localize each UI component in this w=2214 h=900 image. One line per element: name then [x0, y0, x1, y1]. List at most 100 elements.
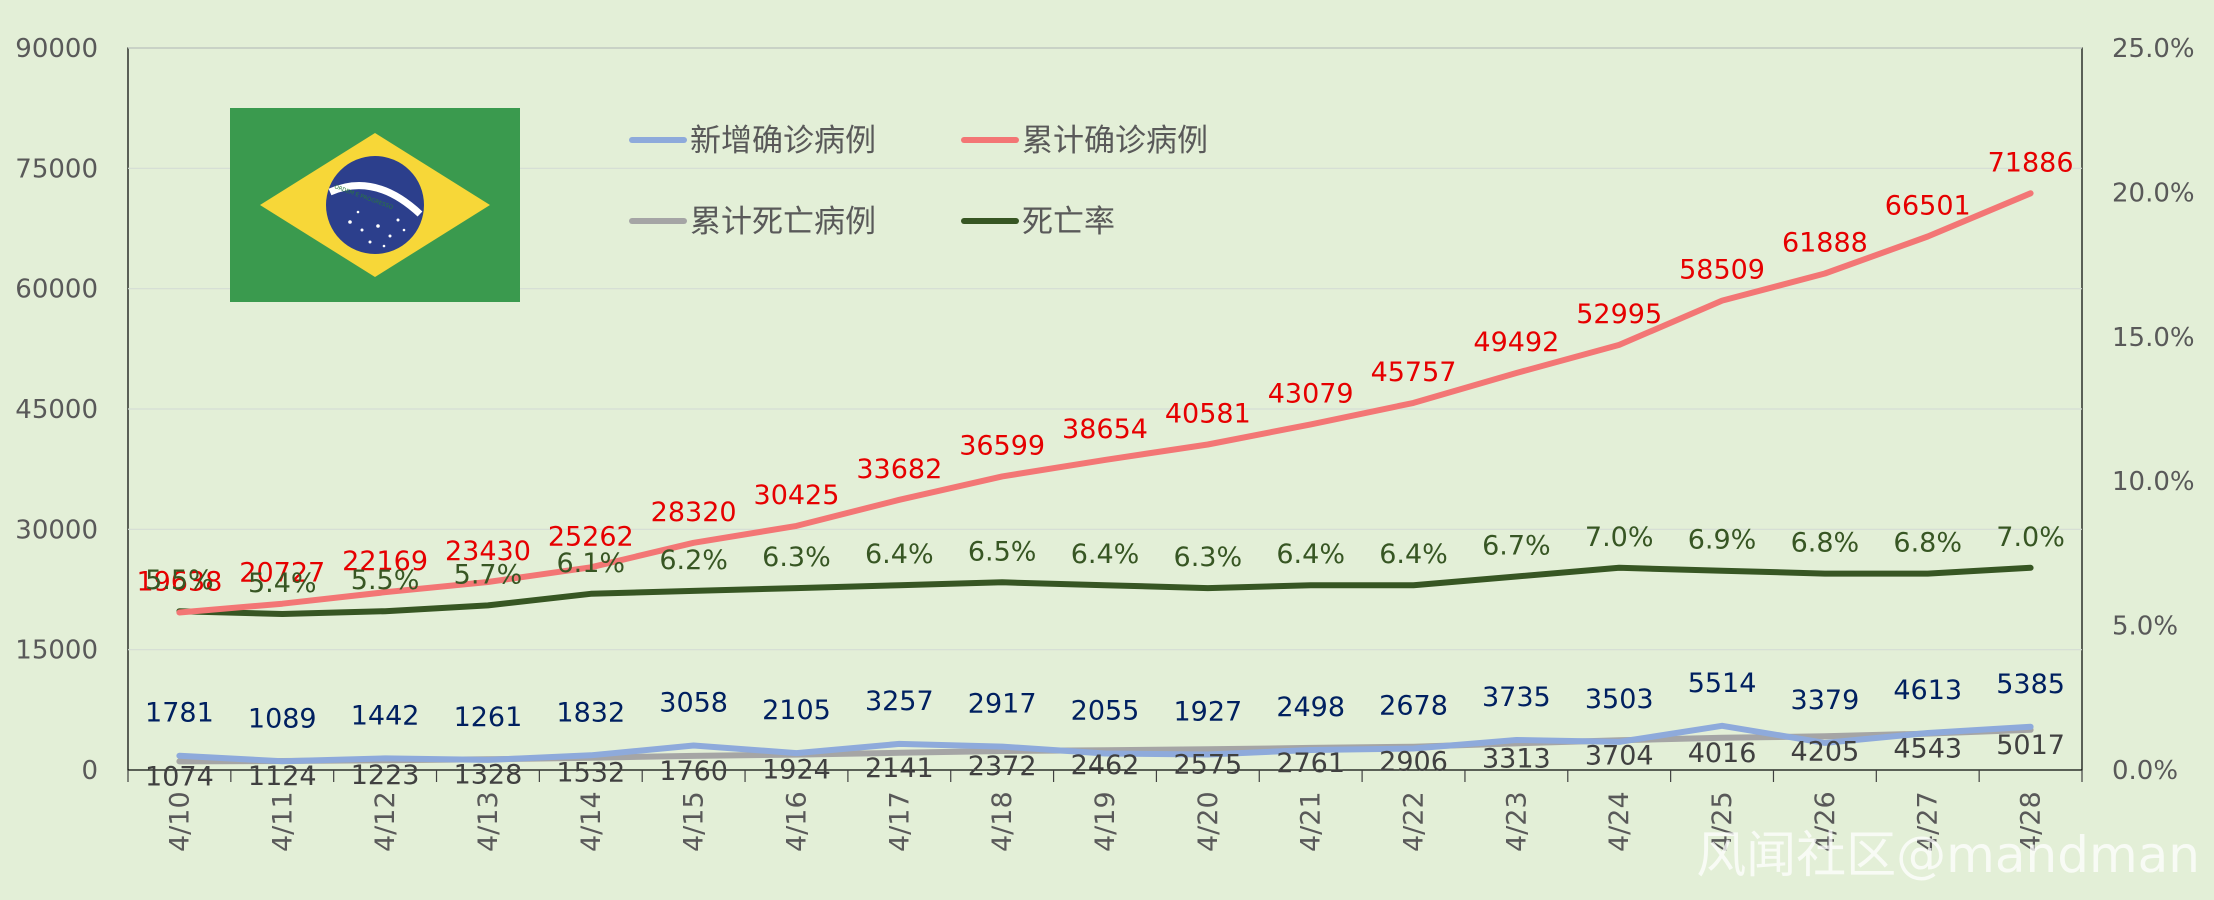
x-tick-label: 4/11 [267, 791, 298, 852]
x-tick-label: 4/26 [1810, 791, 1841, 852]
data-label-total-deaths: 2372 [968, 751, 1037, 782]
x-tick-label: 4/21 [1296, 791, 1327, 852]
legend-label-new-cases: 新增确诊病例 [690, 123, 876, 159]
x-tick-label: 4/25 [1707, 791, 1738, 852]
data-label-total-deaths: 2906 [1379, 747, 1448, 778]
data-label-total-cases: 36599 [959, 430, 1045, 461]
legend-label-total-deaths: 累计死亡病例 [690, 204, 876, 240]
data-labels: 19638 20727 22169 23430 25262 28320 30425 33682… [136, 147, 2073, 792]
data-label-death-rate: 6.5% [968, 536, 1037, 567]
data-label-total-deaths: 1924 [762, 755, 831, 786]
data-label-total-cases: 40581 [1165, 398, 1251, 429]
data-label-total-cases: 49492 [1473, 327, 1559, 358]
x-tick-label: 4/22 [1399, 791, 1430, 852]
data-label-total-cases: 25262 [548, 521, 634, 552]
data-label-total-deaths: 2761 [1276, 748, 1345, 779]
data-label-total-deaths: 3704 [1585, 740, 1654, 771]
left-tick-label: 60000 [15, 275, 98, 305]
data-label-new-cases: 2917 [968, 689, 1037, 720]
data-label-death-rate: 5.7% [454, 559, 523, 590]
data-label-new-cases: 3503 [1585, 684, 1654, 715]
x-tick-label: 4/16 [781, 791, 812, 852]
data-label-total-deaths: 2575 [1173, 749, 1242, 780]
left-tick-label: 45000 [15, 395, 98, 425]
left-tick-label: 75000 [15, 154, 98, 184]
data-label-total-cases: 30425 [754, 480, 840, 511]
data-label-total-deaths: 3313 [1482, 743, 1551, 774]
data-label-death-rate: 6.3% [1174, 542, 1243, 573]
data-label-new-cases: 3058 [659, 687, 728, 718]
x-tick-label: 4/18 [987, 791, 1018, 852]
data-label-death-rate: 6.8% [1791, 528, 1860, 559]
data-label-death-rate: 5.4% [248, 568, 317, 599]
left-tick-label: 90000 [15, 34, 98, 64]
data-label-new-cases: 5385 [1996, 669, 2065, 700]
data-label-total-cases: 38654 [1062, 414, 1148, 445]
data-label-total-deaths: 2462 [1071, 750, 1140, 781]
data-label-new-cases: 2678 [1379, 691, 1448, 722]
x-tick-label: 4/20 [1193, 791, 1224, 852]
data-label-total-cases: 19638 [136, 566, 222, 597]
data-label-death-rate: 5.5% [145, 565, 214, 596]
x-tick-label: 4/15 [679, 791, 710, 852]
data-label-total-cases: 66501 [1885, 191, 1971, 222]
data-label-total-cases: 33682 [856, 454, 942, 485]
x-tick-label: 4/12 [370, 791, 401, 852]
data-label-new-cases: 3379 [1791, 685, 1860, 716]
data-label-new-cases: 2055 [1071, 696, 1140, 727]
right-tick-label: 20.0% [2112, 178, 2195, 208]
data-label-total-deaths: 2141 [865, 753, 934, 784]
data-label-death-rate: 6.2% [659, 545, 728, 576]
data-label-total-deaths: 1328 [454, 759, 523, 790]
data-label-new-cases: 3257 [865, 686, 934, 717]
data-label-total-cases: 28320 [651, 497, 737, 528]
data-label-death-rate: 6.4% [865, 539, 934, 570]
data-label-death-rate: 5.5% [351, 565, 420, 596]
data-label-new-cases: 1442 [351, 700, 420, 731]
data-label-total-cases: 71886 [1988, 147, 2074, 178]
legend-label-total-cases: 累计确诊病例 [1022, 123, 1208, 159]
series-line-new-cases [176, 722, 2034, 765]
data-label-total-deaths: 1223 [351, 760, 420, 791]
x-tick-label: 4/17 [884, 791, 915, 852]
data-label-death-rate: 6.8% [1893, 528, 1962, 559]
series-line-total-cases [176, 190, 2034, 616]
data-label-new-cases: 4613 [1893, 675, 1962, 706]
x-tick-label: 4/28 [2016, 791, 2047, 852]
data-label-death-rate: 6.1% [556, 548, 625, 579]
x-tick-label: 4/27 [1913, 791, 1944, 852]
watermark: 风闻社区@mandman [1696, 826, 2200, 884]
data-label-total-cases: 45757 [1371, 357, 1457, 388]
data-label-new-cases: 2105 [762, 695, 831, 726]
x-tick-label: 4/14 [576, 791, 607, 852]
x-tick-label: 4/24 [1604, 791, 1635, 852]
x-tick-label: 4/23 [1501, 791, 1532, 852]
data-label-total-deaths: 1124 [248, 761, 317, 792]
data-label-total-deaths: 4205 [1791, 736, 1860, 767]
data-label-death-rate: 6.3% [762, 542, 831, 573]
data-label-total-deaths: 5017 [1996, 730, 2065, 761]
data-label-death-rate: 7.0% [1996, 522, 2065, 553]
series-lines [176, 190, 2034, 765]
legend-label-death-rate: 死亡率 [1022, 204, 1115, 240]
data-label-new-cases: 1781 [145, 698, 214, 729]
data-label-new-cases: 1927 [1173, 697, 1242, 728]
x-tick-label: 4/10 [164, 791, 195, 852]
right-tick-label: 25.0% [2112, 34, 2195, 64]
data-label-total-deaths: 4543 [1893, 734, 1962, 765]
data-label-new-cases: 1089 [248, 703, 317, 734]
left-axis: 0 15000 30000 45000 60000 75000 90000 [15, 34, 98, 786]
left-tick-label: 15000 [15, 636, 98, 666]
right-axis: 0.0% 5.0% 10.0% 15.0% 20.0% 25.0% [2112, 34, 2195, 786]
data-label-total-cases: 22169 [342, 546, 428, 577]
data-label-total-deaths: 1532 [556, 758, 625, 789]
data-label-total-deaths: 1760 [659, 756, 728, 787]
data-label-new-cases: 1832 [556, 697, 625, 728]
x-tick-label: 4/19 [1090, 791, 1121, 852]
data-label-death-rate: 6.7% [1482, 531, 1551, 562]
data-label-total-cases: 58509 [1679, 255, 1765, 286]
data-label-total-cases: 61888 [1782, 228, 1868, 259]
brazil-flag-icon: ORDEM E PROGRESSO [230, 108, 520, 302]
